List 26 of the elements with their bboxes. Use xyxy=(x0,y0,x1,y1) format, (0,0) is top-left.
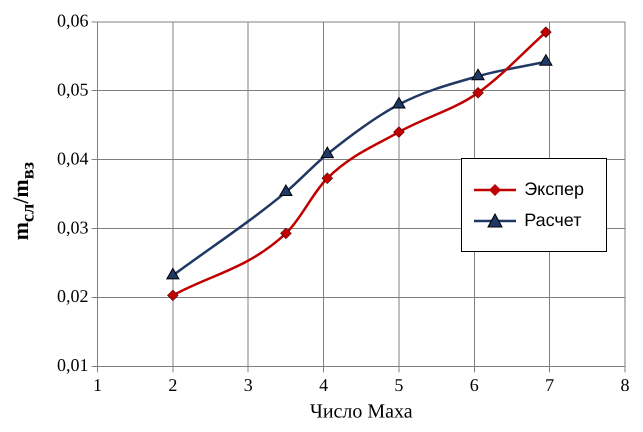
point xyxy=(280,228,292,240)
y-tick-label: 0,01 xyxy=(57,355,88,376)
legend-label: Экспер xyxy=(524,179,584,200)
x-tick-label: 8 xyxy=(620,374,630,395)
x-axis-title: Число Маха xyxy=(310,400,413,422)
x-tick-label: 2 xyxy=(168,374,178,395)
legend-label: Расчет xyxy=(524,210,582,231)
point xyxy=(393,126,405,138)
point xyxy=(322,172,334,184)
x-tick-label: 7 xyxy=(545,374,554,395)
y-tick-label: 0,05 xyxy=(57,79,88,100)
y-tick-label: 0,03 xyxy=(57,217,88,238)
y-tick-label: 0,06 xyxy=(57,10,88,31)
point xyxy=(392,97,406,109)
x-tick-label: 1 xyxy=(93,374,102,395)
point xyxy=(320,146,334,158)
x-tick-label: 4 xyxy=(319,374,328,395)
point xyxy=(471,68,485,80)
y-tick-label: 0,02 xyxy=(57,286,88,306)
point xyxy=(539,54,552,66)
x-tick-label: 6 xyxy=(470,374,479,395)
x-tick-label: 3 xyxy=(244,374,253,395)
y-tick-label: 0,04 xyxy=(57,148,88,168)
point xyxy=(279,184,292,196)
point xyxy=(167,290,179,302)
x-tick-label: 5 xyxy=(394,374,404,395)
